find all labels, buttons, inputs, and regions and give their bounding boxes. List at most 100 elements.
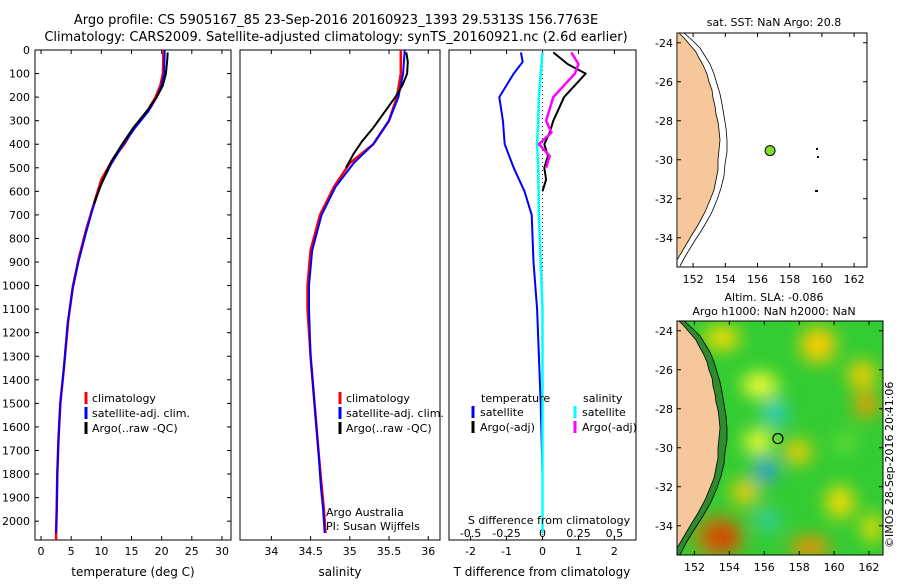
x-tick-label: 5: [68, 545, 75, 558]
sla-blob: [833, 432, 857, 452]
sla-blob: [848, 361, 876, 389]
depth-tick-label: 100: [9, 68, 30, 81]
x-tick-label: 0: [539, 545, 546, 558]
map-x-tick-label: 158: [779, 273, 800, 286]
map-x-tick-label: 154: [719, 561, 740, 574]
legend-label-satellite: satellite-adj. clim.: [92, 407, 190, 420]
sla-blob: [744, 430, 772, 454]
legend-label-s-argo: Argo(-adj): [582, 421, 637, 434]
x-tick-label: 34.5: [298, 545, 323, 558]
salinity-x-label: salinity: [318, 565, 361, 579]
depth-tick-label: 300: [9, 115, 30, 128]
x-tick-label: 2: [611, 545, 618, 558]
figure-title-line1: Argo profile: CS 5905167_85 23-Sep-2016 …: [74, 13, 598, 28]
legend-label-climatology: climatology: [92, 392, 156, 405]
map-y-tick-label: -32: [655, 193, 673, 206]
map-x-tick-label: 156: [754, 561, 775, 574]
sla-blob: [862, 514, 882, 542]
temperature-panel: 0100200300400500600700800900100011001200…: [2, 44, 636, 579]
x-tick-label: 34: [264, 545, 278, 558]
depth-tick-label: 200: [9, 91, 30, 104]
salinity-x-axis: 34 34.5 35 35.5 36: [264, 50, 435, 558]
depth-tick-label: 900: [9, 256, 30, 269]
island-mark: [815, 190, 818, 192]
s-tick-label: -0.25: [492, 527, 520, 540]
temperature-x-axis: 0 5 10 15 20 25 30: [38, 50, 229, 558]
map-y-tick-label: -24: [655, 37, 673, 50]
temperature-axes-frame: [34, 49, 232, 541]
map-x-tick-label: 160: [811, 273, 832, 286]
imos-credit: ©IMOS 28-Sep-2016 20:41:06: [883, 382, 896, 548]
map-x-tick-label: 158: [789, 561, 810, 574]
depth-tick-label: 1400: [2, 374, 30, 387]
sla-map-title-line1: Altim. SLA: -0.086: [724, 291, 823, 304]
x-tick-label: -2: [465, 545, 476, 558]
salinity-legend: climatology satellite-adj. clim. Argo(..…: [338, 392, 444, 435]
s-difference-label: S difference from climatology: [468, 514, 631, 527]
s-tick-label: -0.5: [460, 527, 481, 540]
legend-header-salinity: salinity: [583, 392, 623, 405]
temperature-legend: climatology satellite-adj. clim. Argo(..…: [84, 392, 190, 435]
sla-blob: [731, 480, 759, 504]
series-line-argo-raw-qc-: [345, 52, 409, 169]
x-tick-label: 1: [575, 545, 582, 558]
legend-label-t-satellite: satellite: [480, 406, 524, 419]
depth-tick-label: 700: [9, 209, 30, 222]
s-difference-axis: -0.5 -0.25 0 0.25 0.5: [460, 527, 623, 540]
depth-tick-label: 1900: [2, 492, 30, 505]
difference-legend: temperature salinity satellite Argo(-adj…: [471, 392, 637, 434]
x-tick-label: -1: [501, 545, 512, 558]
map-y-tick-label: -30: [655, 154, 673, 167]
map-x-tick-label: 156: [747, 273, 768, 286]
salinity-axes-frame: [239, 49, 441, 541]
salinity-series: [306, 50, 409, 533]
map-x-tick-label: 160: [824, 561, 845, 574]
sla-blob: [784, 440, 812, 464]
map-y-tick-label: -34: [655, 520, 673, 533]
island-mark: [817, 156, 819, 158]
depth-tick-label: 1500: [2, 397, 30, 410]
temperature-series: [54, 50, 169, 540]
x-tick-label: 10: [94, 545, 108, 558]
sla-blob: [758, 510, 778, 530]
map-y-tick-label: -28: [655, 115, 673, 128]
argo-position-marker: [772, 432, 784, 445]
sla-blob: [742, 373, 778, 397]
depth-tick-label: 1000: [2, 280, 30, 293]
map-x-tick-label: 162: [859, 561, 880, 574]
series-line-argo-raw-qc-: [93, 52, 169, 204]
sla-blob: [692, 515, 744, 555]
sla-blob: [763, 399, 787, 427]
s-tick-label: 0: [539, 527, 546, 540]
x-tick-label: 35: [343, 545, 357, 558]
x-tick-label: 30: [215, 545, 229, 558]
sla-field-anomalies: [692, 326, 882, 555]
sst-map-title: sat. SST: NaN Argo: 20.8: [707, 16, 841, 29]
depth-tick-label: 1700: [2, 444, 30, 457]
island-marks: [815, 148, 819, 192]
x-tick-label: 25: [185, 545, 199, 558]
legend-header-temperature: temperature: [481, 392, 550, 405]
series-line-satellite-adj-clim-: [308, 50, 406, 533]
argo-position-marker: [764, 145, 776, 157]
sla-map-panel: Altim. SLA: -0.086 Argo h1000: NaN h2000…: [655, 291, 896, 574]
argo-australia-note: Argo Australia: [326, 506, 404, 519]
sla-blob: [854, 393, 878, 417]
map-y-tick-label: -34: [655, 232, 673, 245]
legend-label-climatology: climatology: [346, 392, 410, 405]
island-mark: [816, 148, 818, 150]
depth-tick-label: 1300: [2, 350, 30, 363]
map-y-tick-label: -30: [655, 442, 673, 455]
map-y-tick-label: -26: [655, 364, 673, 377]
temperature-x-label: temperature (deg C): [71, 565, 194, 579]
map-y-tick-label: -24: [655, 325, 673, 338]
x-tick-label: 35.5: [377, 545, 402, 558]
legend-label-argo: Argo(..raw -QC): [92, 422, 178, 435]
map-y-tick-label: -26: [655, 76, 673, 89]
series-line-s-satellite: [535, 52, 544, 533]
sst-map-axes: 152 154 156 158 160 162 -24 -26 -28 -30 -32 -34: [655, 33, 867, 286]
australia-land: [677, 33, 721, 261]
legend-label-s-satellite: satellite: [582, 406, 626, 419]
